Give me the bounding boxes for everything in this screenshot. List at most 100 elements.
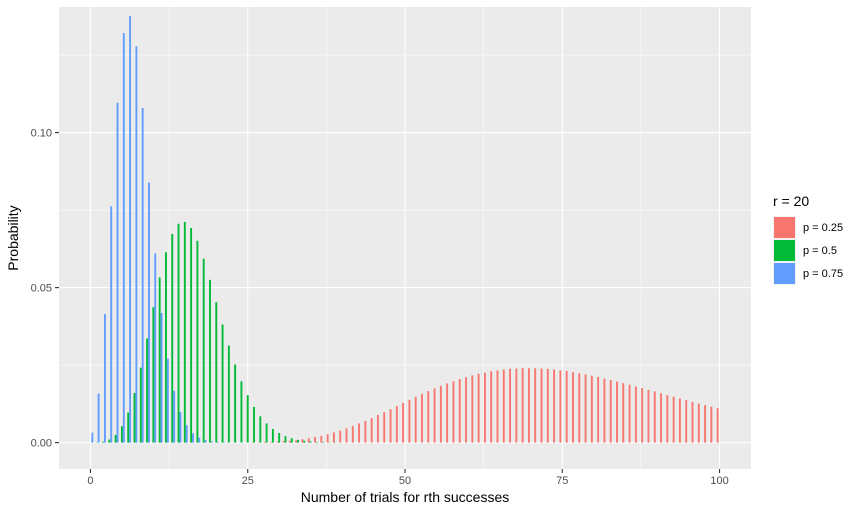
bar-p-0-5-x9 (146, 338, 149, 443)
bar-p-0-25-x99 (710, 406, 713, 443)
bar-p-0-25-x64 (490, 371, 493, 443)
legend-label: p = 0.25 (803, 222, 843, 234)
legend-swatch (774, 217, 795, 238)
bar-p-0-25-x87 (634, 386, 637, 443)
bar-p-0-25-x51 (408, 399, 411, 443)
bar-p-0-5-x8 (139, 367, 142, 443)
bar-p-0-5-x25 (246, 395, 249, 443)
bar-p-0-25-x33 (295, 440, 298, 443)
bar-p-0-5-x18 (202, 258, 205, 443)
bar-p-0-25-x47 (383, 412, 386, 443)
bar-p-0-25-x77 (572, 372, 574, 443)
bar-p-0-75-x10 (154, 253, 157, 443)
bar-p-0-75-x16 (192, 433, 194, 443)
bar-p-0-5-x2 (102, 441, 104, 443)
bar-p-0-75-x6 (129, 15, 132, 443)
x-axis-title: Number of trials for rth successes (301, 489, 510, 505)
bar-p-0-25-x46 (377, 415, 379, 443)
bar-p-0-25-x67 (509, 368, 511, 443)
bar-p-0-5-x36 (315, 442, 318, 443)
bar-p-0-5-x12 (165, 252, 167, 443)
bar-p-0-25-x34 (301, 439, 304, 443)
bar-p-0-25-x54 (427, 391, 430, 443)
bar-p-0-25-x71 (534, 368, 537, 443)
bar-p-0-5-x31 (284, 436, 287, 443)
bar-p-0-25-x84 (616, 381, 618, 443)
bar-p-0-25-x100 (716, 408, 719, 443)
legend-swatch (774, 240, 795, 261)
x-tick-label: 75 (556, 475, 568, 487)
bar-p-0-75-x17 (198, 437, 201, 443)
x-tick-label: 25 (242, 475, 254, 487)
bar-p-0-25-x44 (364, 420, 367, 443)
bar-p-0-25-x78 (578, 373, 581, 443)
bar-p-0-25-x88 (641, 388, 644, 443)
x-axis-ticks: 0 25 50 75 100 (87, 469, 729, 487)
bar-p-0-75-x14 (179, 411, 182, 443)
major-gridlines (59, 7, 751, 469)
bar-p-0-25-x85 (622, 383, 625, 443)
bar-p-0-75-x19 (210, 441, 213, 443)
bar-p-0-25-x57 (446, 383, 449, 443)
bar-p-0-5-x21 (221, 324, 224, 443)
bar-p-0-25-x48 (389, 409, 392, 443)
bar-p-0-25-x76 (565, 371, 568, 443)
bar-p-0-25-x83 (609, 380, 612, 443)
bar-p-0-75-x9 (148, 182, 150, 443)
bar-p-0-25-x39 (332, 432, 335, 443)
bar-p-0-75-x20 (217, 442, 220, 443)
bar-p-0-5-x28 (265, 423, 268, 443)
legend-title: r = 20 (773, 193, 809, 209)
bar-p-0-25-x98 (704, 405, 707, 443)
bar-p-0-75-x11 (160, 313, 163, 443)
bar-p-0-75-x4 (116, 102, 119, 443)
bar-p-0-25-x61 (471, 375, 474, 443)
bar-p-0-75-x7 (135, 46, 138, 443)
bar-p-0-25-x93 (672, 396, 675, 443)
bar-p-0-5-x16 (190, 228, 193, 443)
bar-p-0-25-x28 (263, 442, 266, 443)
y-tick-label: 0.10 (31, 128, 52, 140)
bar-p-0-5-x5 (120, 426, 123, 443)
bar-p-0-25-x49 (395, 406, 398, 443)
legend-label: p = 0.75 (803, 268, 843, 280)
bar-p-0-25-x94 (678, 398, 681, 443)
bar-p-0-25-x74 (553, 369, 556, 443)
bar-p-0-25-x42 (351, 425, 354, 443)
bar-p-0-75-x13 (173, 390, 176, 443)
bar-p-0-75-x5 (122, 33, 125, 443)
bar-p-0-25-x41 (345, 428, 348, 443)
bar-p-0-25-x38 (326, 434, 329, 443)
x-tick-label: 50 (399, 475, 411, 487)
bar-p-0-25-x86 (628, 384, 631, 443)
bar-p-0-5-x13 (171, 233, 174, 443)
bar-p-0-25-x62 (477, 373, 480, 443)
bar-p-0-25-x96 (691, 402, 694, 443)
bar-p-0-25-x69 (521, 368, 524, 443)
bar-p-0-25-x50 (402, 402, 405, 443)
bar-p-0-25-x80 (590, 375, 593, 443)
bar-p-0-5-x19 (209, 279, 211, 443)
bar-p-0-25-x58 (452, 381, 455, 443)
bar-p-0-25-x30 (276, 441, 279, 443)
bar-p-0-5-x34 (303, 440, 306, 443)
legend-label: p = 0.5 (803, 245, 837, 257)
bar-p-0-25-x53 (421, 393, 423, 443)
bar-p-0-75-x18 (204, 440, 207, 443)
bar-p-0-25-x82 (603, 378, 606, 443)
bars (91, 15, 719, 443)
bar-p-0-25-x65 (496, 370, 499, 443)
bar-p-0-75-x15 (185, 425, 188, 443)
bar-p-0-25-x59 (458, 379, 461, 443)
bar-p-0-5-x35 (309, 441, 312, 443)
bar-p-0-5-x14 (177, 223, 180, 443)
bar-p-0-25-x72 (540, 368, 543, 443)
bar-p-0-25-x31 (282, 441, 285, 443)
bar-p-0-25-x79 (584, 374, 587, 443)
bar-p-0-25-x40 (339, 430, 342, 443)
bar-p-0-25-x66 (502, 369, 505, 443)
bar-p-0-75-x8 (141, 108, 144, 443)
bar-p-0-5-x29 (271, 429, 274, 443)
bar-p-0-5-x6 (127, 412, 130, 443)
